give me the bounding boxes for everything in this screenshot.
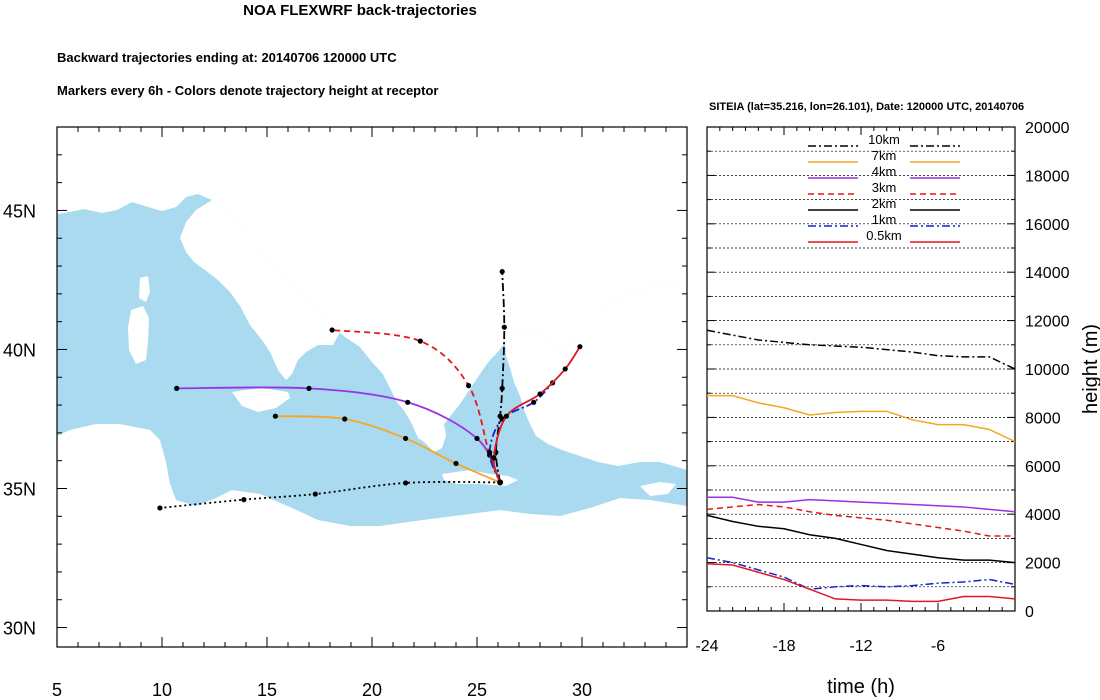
timeseries-y-tick-label: 6000 bbox=[1025, 459, 1061, 476]
timeseries-line-7km bbox=[707, 394, 1015, 443]
timeseries-lines bbox=[707, 329, 1015, 603]
map-x-tick-label: 30 bbox=[572, 680, 592, 700]
timeseries-y-tick-label: 10000 bbox=[1025, 362, 1070, 379]
trajectory-4km bbox=[176, 386, 501, 483]
land-italy bbox=[180, 200, 340, 380]
trajectory-marker bbox=[491, 455, 497, 461]
legend-label: 10km bbox=[868, 132, 900, 147]
trajectory-marker bbox=[487, 449, 493, 455]
map-x-tick-label: 25 bbox=[467, 680, 487, 700]
timeseries-title: SITEIA (lat=35.216, lon=26.101), Date: 1… bbox=[709, 101, 1025, 113]
legend-label: 0.5km bbox=[866, 228, 901, 243]
timeseries-gridlines bbox=[707, 150, 1015, 588]
trajectory-marker bbox=[501, 324, 507, 330]
trajectory-lines bbox=[157, 268, 583, 511]
timeseries-axis-labels: -24 -18 -12 -6 0 2000 4000 6000 8000 10000 12000 14… bbox=[695, 120, 1100, 698]
map-y-tick-label: 30N bbox=[3, 619, 36, 639]
trajectory-marker bbox=[577, 344, 583, 350]
trajectory-marker bbox=[499, 385, 505, 391]
land-sardinia bbox=[128, 306, 149, 364]
trajectory-marker bbox=[474, 435, 480, 442]
trajectory-marker bbox=[531, 399, 537, 405]
trajectory-10km bbox=[494, 271, 506, 483]
land-corsica bbox=[139, 276, 150, 302]
timeseries-line-0_5km bbox=[707, 563, 1015, 603]
land-areas bbox=[57, 127, 687, 647]
trajectory-marker bbox=[174, 385, 180, 391]
timeseries-y-tick-label: 16000 bbox=[1025, 217, 1070, 234]
trajectory-marker bbox=[306, 385, 312, 391]
timeseries-line-1km bbox=[707, 557, 1015, 590]
chart-subtitle-end-time: Backward trajectories ending at: 2014070… bbox=[57, 50, 397, 65]
map-x-tick-label: 10 bbox=[152, 680, 172, 700]
legend-label: 1km bbox=[872, 212, 897, 227]
chart-subtitle-markers: Markers every 6h - Colors denote traject… bbox=[57, 83, 439, 98]
trajectory-marker bbox=[562, 366, 568, 372]
receptor-marker bbox=[497, 479, 504, 486]
chart-title: NOA FLEXWRF back-trajectories bbox=[243, 2, 477, 19]
timeseries-y-tick-label: 12000 bbox=[1025, 314, 1070, 331]
trajectory-marker bbox=[329, 327, 335, 333]
trajectory-marker bbox=[503, 413, 509, 419]
trajectory-marker bbox=[453, 460, 459, 467]
timeseries-line-3km bbox=[707, 503, 1015, 537]
timeseries-x-axis-label: time (h) bbox=[827, 676, 895, 698]
timeseries-y-axis-label: height (m) bbox=[1080, 324, 1100, 414]
timeseries-line-4km bbox=[707, 496, 1015, 513]
trajectory-marker bbox=[403, 435, 409, 442]
trajectory-marker bbox=[499, 268, 505, 275]
map-x-tick-label: 15 bbox=[257, 680, 277, 700]
map-axis-labels: 5 10 15 20 25 30 30N 35N 40N 45N bbox=[3, 201, 592, 700]
timeseries-y-tick-label: 14000 bbox=[1025, 265, 1070, 282]
timeseries-y-tick-label: 4000 bbox=[1025, 507, 1061, 524]
timeseries-x-tick-label: -24 bbox=[695, 638, 718, 655]
trajectory-marker bbox=[342, 416, 348, 422]
timeseries-y-tick-label: 2000 bbox=[1025, 556, 1061, 573]
timeseries-line-10km bbox=[707, 329, 1015, 370]
map-y-tick-label: 45N bbox=[3, 201, 36, 221]
trajectory-marker bbox=[157, 505, 163, 511]
timeseries-axis-ticks bbox=[706, 126, 1016, 612]
timeseries-x-tick-label: -18 bbox=[772, 638, 795, 655]
timeseries-line-2km bbox=[707, 514, 1015, 564]
trajectory-marker bbox=[417, 338, 423, 344]
legend-label: 4km bbox=[872, 164, 897, 179]
trajectory-marker bbox=[537, 391, 543, 397]
map-axis-ticks bbox=[56, 127, 688, 647]
timeseries-y-tick-label: 8000 bbox=[1025, 410, 1061, 427]
map-y-tick-label: 40N bbox=[3, 340, 36, 360]
map-y-tick-label: 35N bbox=[3, 479, 36, 499]
map-x-tick-label: 20 bbox=[362, 680, 382, 700]
legend-label: 3km bbox=[872, 180, 897, 195]
timeseries-panel: -24 -18 -12 -6 0 2000 4000 6000 8000 10000 12000 14… bbox=[695, 120, 1100, 698]
trajectory-marker bbox=[405, 399, 411, 405]
land-sicily bbox=[232, 388, 290, 412]
land-greece bbox=[360, 330, 490, 452]
timeseries-y-tick-label: 0 bbox=[1025, 604, 1034, 621]
land-north bbox=[57, 127, 687, 446]
timeseries-y-tick-label: 20000 bbox=[1025, 120, 1070, 137]
land-anatolia bbox=[505, 278, 687, 470]
land-africa bbox=[57, 424, 687, 647]
timeseries-x-tick-label: -6 bbox=[931, 638, 945, 655]
legend-label: 2km bbox=[872, 196, 897, 211]
trajectory-marker bbox=[241, 497, 247, 503]
timeseries-y-tick-label: 18000 bbox=[1025, 168, 1070, 185]
timeseries-x-tick-label: -12 bbox=[849, 638, 872, 655]
map-panel: 5 10 15 20 25 30 30N 35N 40N 45N bbox=[3, 126, 688, 700]
trajectory-0_5km bbox=[492, 346, 581, 483]
legend-label: 7km bbox=[872, 148, 897, 163]
trajectory-marker bbox=[403, 480, 409, 486]
land-cyprus bbox=[640, 482, 676, 496]
trajectory-marker bbox=[312, 491, 318, 497]
trajectory-marker bbox=[466, 383, 472, 389]
trajectory-marker bbox=[272, 413, 278, 419]
map-x-tick-label: 5 bbox=[52, 680, 62, 700]
